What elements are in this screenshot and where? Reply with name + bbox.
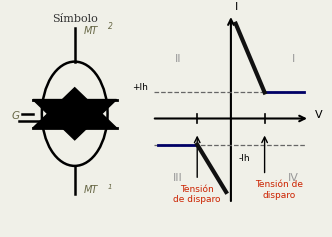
Text: I: I [292, 54, 295, 64]
Text: MT: MT [84, 26, 98, 36]
Text: 1: 1 [108, 184, 112, 190]
Text: V: V [315, 110, 322, 120]
Text: -Ih: -Ih [239, 154, 250, 163]
Text: Tensión
de disparo: Tensión de disparo [173, 185, 221, 204]
Text: III: III [173, 173, 183, 183]
Text: I: I [235, 2, 238, 12]
Text: Tensión de
disparo: Tensión de disparo [255, 180, 303, 200]
Text: 2: 2 [108, 22, 113, 31]
Polygon shape [33, 100, 117, 140]
Text: +Ih: +Ih [132, 83, 148, 92]
Text: MT: MT [84, 185, 98, 195]
Text: IV: IV [288, 173, 299, 183]
Polygon shape [33, 88, 117, 128]
Text: Símbolo: Símbolo [52, 14, 98, 24]
Text: G: G [12, 111, 20, 121]
Text: II: II [175, 54, 181, 64]
